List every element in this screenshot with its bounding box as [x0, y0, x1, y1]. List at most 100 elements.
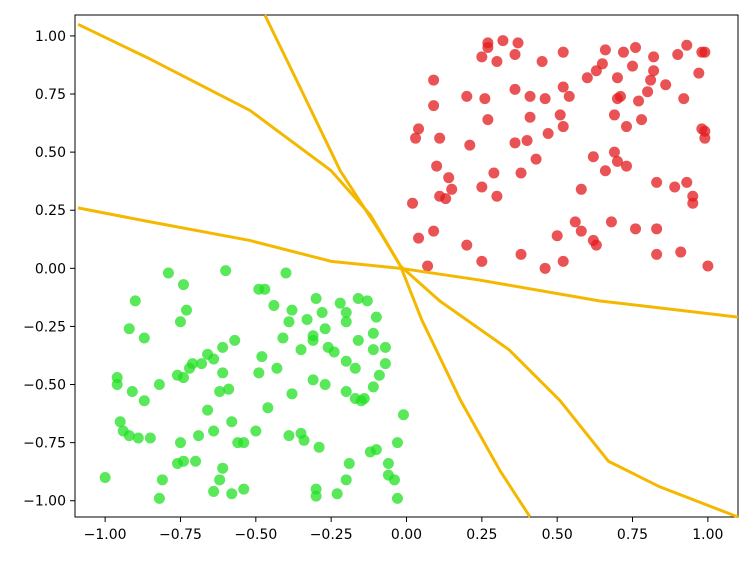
scatter-point	[608, 146, 620, 158]
scatter-point	[539, 262, 551, 274]
scatter-point	[530, 153, 542, 165]
scatter-point	[551, 230, 563, 242]
scatter-point	[521, 135, 533, 146]
scatter-point	[642, 86, 654, 98]
scatter-point	[702, 260, 714, 272]
scatter-point	[208, 425, 220, 437]
scatter-point	[129, 295, 141, 307]
scatter-point	[310, 490, 322, 502]
scatter-point	[509, 137, 521, 149]
scatter-point	[563, 90, 575, 102]
scatter-point	[223, 383, 235, 395]
scatter-point	[271, 362, 283, 374]
y-tick-label: −1.00	[23, 494, 66, 510]
scatter-point	[283, 430, 295, 442]
scatter-point	[608, 109, 620, 121]
scatter-point	[675, 246, 687, 258]
scatter-point	[482, 114, 494, 126]
scatter-point	[307, 334, 319, 346]
scatter-point	[431, 160, 443, 172]
scatter-point	[620, 121, 632, 133]
scatter-point	[162, 267, 174, 279]
scatter-point	[177, 455, 189, 467]
scatter-point	[280, 267, 292, 279]
scatter-point	[340, 306, 352, 318]
scatter-point	[174, 316, 186, 328]
scatter-point	[630, 42, 642, 54]
scatter-point	[193, 430, 205, 442]
scatter-point	[307, 374, 319, 386]
scatter-point	[479, 93, 491, 105]
scatter-point	[208, 485, 220, 497]
x-tick-label: −0.25	[310, 527, 353, 543]
scatter-point	[298, 434, 310, 446]
scatter-point	[319, 323, 331, 335]
scatter-point	[509, 83, 521, 95]
scatter-point	[253, 367, 265, 379]
scatter-point	[226, 488, 238, 500]
x-tick-label: −0.75	[159, 527, 202, 543]
scatter-point	[153, 492, 165, 504]
scatter-point	[202, 404, 214, 416]
scatter-point	[379, 341, 391, 353]
scatter-point	[611, 72, 623, 84]
x-tick-label: 0.25	[466, 527, 497, 543]
scatter-point	[645, 74, 657, 86]
scatter-point	[343, 458, 355, 470]
x-tick-label: 0.00	[391, 527, 422, 543]
scatter-point	[397, 409, 409, 421]
x-tick-label: −0.50	[234, 527, 277, 543]
scatter-point	[428, 100, 440, 112]
scatter-point	[238, 437, 250, 449]
scatter-point	[340, 474, 352, 486]
scatter-point	[605, 216, 617, 228]
scatter-point	[524, 90, 536, 102]
scatter-point	[340, 386, 352, 397]
scatter-point	[515, 248, 527, 260]
scatter-point	[126, 386, 138, 397]
scatter-point	[693, 67, 705, 79]
scatter-point	[648, 51, 660, 63]
scatter-point	[334, 297, 346, 309]
x-tick-label: 0.50	[542, 527, 573, 543]
scatter-point	[524, 111, 536, 123]
scatter-point	[617, 46, 629, 58]
scatter-point	[319, 379, 331, 391]
scatter-point	[340, 316, 352, 328]
scatter-point	[648, 65, 660, 77]
scatter-point	[352, 334, 364, 346]
scatter-point	[678, 93, 690, 105]
x-tick-label: 1.00	[692, 527, 723, 543]
scatter-point	[220, 265, 232, 277]
scatter-point	[620, 160, 632, 172]
scatter-point	[440, 193, 452, 205]
scatter-point	[554, 109, 566, 121]
scatter-point	[536, 55, 548, 67]
scatter-point	[509, 49, 521, 61]
y-tick-label: 0.00	[35, 261, 66, 277]
scatter-point	[177, 279, 189, 291]
scatter-point	[144, 432, 156, 444]
scatter-point	[229, 334, 241, 346]
scatter-point	[699, 132, 711, 144]
scatter-point	[370, 444, 382, 456]
scatter-point	[446, 183, 458, 195]
scatter-point	[557, 81, 569, 93]
scatter-point	[379, 358, 391, 370]
scatter-point	[681, 39, 693, 51]
scatter-point	[132, 432, 144, 444]
scatter-point	[367, 344, 379, 356]
scatter-point	[313, 441, 325, 453]
scatter-point	[262, 402, 274, 414]
scatter-point	[428, 225, 440, 237]
scatter-point	[138, 395, 150, 407]
scatter-point	[190, 455, 202, 467]
scatter-point	[590, 239, 602, 251]
scatter-point	[123, 323, 135, 335]
scatter-point	[413, 232, 425, 244]
scatter-point	[482, 42, 494, 54]
scatter-point	[636, 114, 648, 126]
scatter-point	[226, 416, 238, 428]
scatter-point	[539, 93, 551, 105]
scatter-point	[461, 90, 473, 102]
